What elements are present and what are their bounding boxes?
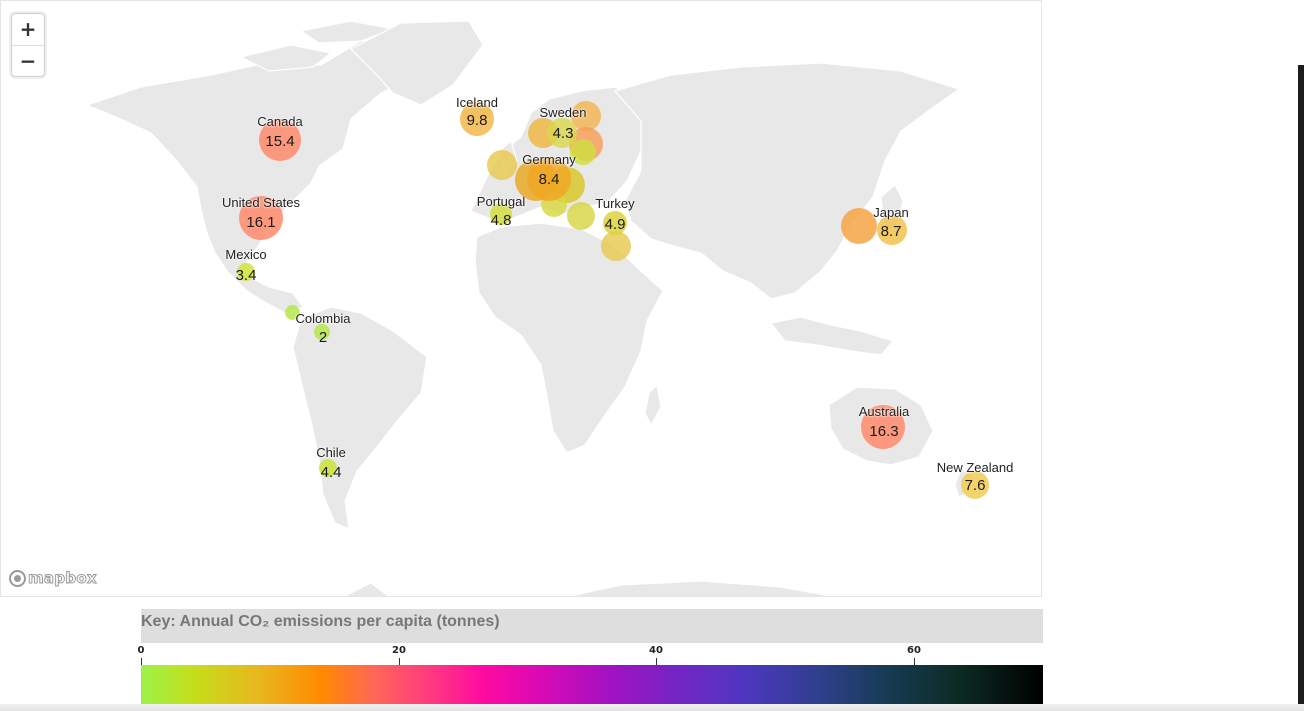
marker-china[interactable] [841, 208, 877, 244]
marker-germany[interactable] [527, 157, 571, 201]
legend-title: Key: Annual CO₂ emissions per capita (to… [141, 609, 1043, 643]
greenland [349, 20, 484, 106]
mapbox-logo-text: mapbox [27, 569, 98, 588]
country-name-colombia: Colombia [295, 311, 351, 326]
country-value-portugal: 4.8 [490, 212, 512, 229]
zoom-out-button[interactable]: − [12, 45, 44, 76]
window-edge [1298, 65, 1304, 711]
legend-tick-mark [141, 658, 142, 665]
country-value-chile: 4.4 [320, 464, 342, 481]
country-name-new-zealand: New Zealand [936, 460, 1014, 475]
map-canvas[interactable]: + − Canada 15.4 United States 16.1 Mexic… [0, 0, 1042, 597]
north-america-landmass [85, 36, 427, 314]
africa-landmass [474, 222, 664, 454]
marker-united-states[interactable] [239, 196, 283, 240]
marker-portugal[interactable] [490, 203, 512, 225]
country-value-new-zealand: 7.6 [964, 477, 986, 494]
marker-colombia[interactable] [314, 324, 330, 340]
legend-tick-label: 40 [649, 645, 663, 656]
marker-sweden[interactable] [547, 118, 577, 148]
world-basemap [85, 20, 974, 596]
country-value-turkey: 4.9 [604, 216, 626, 233]
country-value-australia: 16.3 [869, 423, 899, 440]
country-name-sweden: Sweden [539, 105, 587, 120]
marker-canada[interactable] [259, 119, 301, 161]
mapbox-mark-icon [9, 569, 26, 587]
south-america-landmass [292, 306, 428, 530]
page-bottom-edge [0, 704, 1304, 711]
legend-tick-mark [656, 658, 657, 665]
madagascar [644, 383, 662, 427]
marker-turkey[interactable] [603, 211, 627, 235]
country-value-iceland: 9.8 [466, 112, 488, 129]
country-value-sweden: 4.3 [552, 125, 574, 142]
country-name-turkey: Turkey [595, 196, 635, 211]
mapbox-logo[interactable]: mapbox [9, 567, 97, 589]
legend-tick-label: 20 [392, 645, 406, 656]
zoom-controls: + − [11, 13, 45, 77]
country-value-colombia: 2 [318, 329, 328, 346]
legend-tick-label: 60 [907, 645, 921, 656]
marker-middle-east[interactable] [601, 231, 631, 261]
country-value-mexico: 3.4 [235, 267, 257, 284]
country-value-canada: 15.4 [265, 133, 295, 150]
antarctica-edge [343, 580, 834, 596]
country-name-united-states: United States [221, 195, 301, 210]
country-name-iceland: Iceland [456, 95, 498, 110]
legend-tick-mark [914, 658, 915, 665]
asia-landmass [613, 62, 961, 300]
marker-mexico[interactable] [237, 263, 255, 281]
country-value-japan: 8.7 [880, 223, 902, 240]
legend-tick-mark [399, 658, 400, 665]
country-value-united-states: 16.1 [246, 214, 276, 231]
country-name-mexico: Mexico [225, 247, 267, 262]
marker-new-zealand[interactable] [961, 471, 989, 499]
country-name-australia: Australia [858, 404, 910, 419]
color-scale-bar [141, 665, 1043, 709]
zoom-in-button[interactable]: + [12, 14, 44, 45]
country-name-chile: Chile [316, 445, 346, 460]
marker-iceland[interactable] [460, 102, 494, 136]
marker-australia[interactable] [861, 405, 905, 449]
country-value-germany: 8.4 [538, 171, 560, 188]
marker-balkans[interactable] [567, 202, 595, 230]
marker-central-america[interactable] [285, 305, 300, 320]
marker-europe-north-b[interactable] [571, 101, 601, 131]
marker-europe-east-b[interactable] [570, 139, 596, 165]
marker-chile[interactable] [319, 459, 337, 477]
country-name-germany: Germany [522, 152, 576, 167]
southeast-asia-islands [769, 316, 895, 356]
country-name-portugal: Portugal [476, 194, 526, 209]
legend-tick-label: 0 [137, 645, 145, 656]
country-name-canada: Canada [257, 114, 303, 129]
country-name-japan: Japan [873, 205, 909, 220]
marker-europe-west[interactable] [487, 150, 517, 180]
marker-japan[interactable] [877, 215, 907, 245]
